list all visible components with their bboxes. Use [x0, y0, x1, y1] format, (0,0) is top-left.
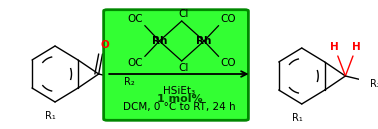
Text: DCM, 0 °C to RT, 24 h: DCM, 0 °C to RT, 24 h	[123, 102, 235, 112]
Text: Cl: Cl	[178, 9, 189, 19]
Text: Rh: Rh	[196, 36, 212, 46]
Text: HSiEt₃: HSiEt₃	[163, 86, 195, 96]
Text: R₂: R₂	[370, 79, 378, 89]
Text: H: H	[330, 42, 338, 52]
Text: CO: CO	[220, 14, 236, 24]
Text: OC: OC	[127, 58, 143, 68]
Text: Cl: Cl	[178, 63, 189, 73]
Text: Rh: Rh	[152, 36, 167, 46]
Text: R₁: R₁	[291, 113, 302, 123]
Text: O: O	[100, 40, 109, 50]
Text: R₁: R₁	[45, 111, 56, 121]
Text: 1 mol%: 1 mol%	[158, 94, 203, 104]
Text: H: H	[352, 42, 361, 52]
Text: CO: CO	[220, 58, 236, 68]
Text: OC: OC	[127, 14, 143, 24]
Text: R₂: R₂	[124, 77, 135, 87]
FancyBboxPatch shape	[104, 10, 248, 120]
